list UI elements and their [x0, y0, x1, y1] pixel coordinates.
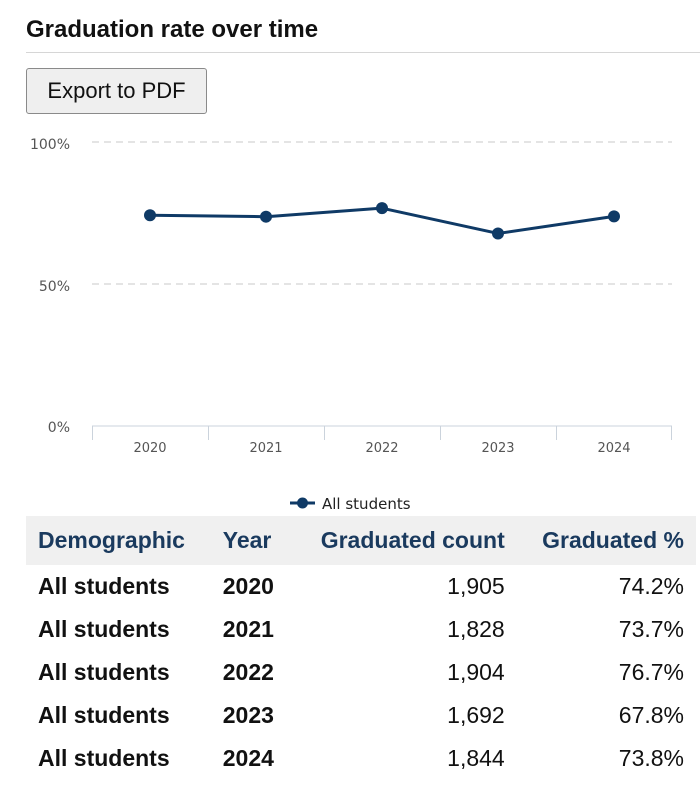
- data-point-marker[interactable]: [608, 210, 620, 223]
- cell-year: 2022: [222, 659, 274, 685]
- line-chart: 100% 50% 0% 2020 2021 2022 2023 2024 All…: [30, 137, 672, 513]
- cell-graduated-percent: 73.8%: [618, 745, 684, 771]
- cell-demographic: All students: [38, 702, 170, 728]
- x-tick-label: 2021: [249, 441, 282, 456]
- x-axis-ticks: [92, 426, 672, 440]
- table-row: All students 2022 1,904 76.7%: [26, 651, 696, 694]
- cell-demographic: All students: [38, 573, 170, 599]
- cell-demographic: All students: [38, 616, 170, 642]
- column-header-year: Year: [222, 527, 272, 553]
- legend-label: All students: [322, 495, 411, 513]
- cell-year: 2024: [222, 745, 274, 771]
- cell-graduated-count: 1,692: [447, 702, 505, 728]
- table-row: All students 2023 1,692 67.8%: [26, 694, 696, 737]
- page-title: Graduation rate over time: [26, 16, 319, 43]
- legend[interactable]: All students: [290, 495, 411, 513]
- data-table: Demographic Year Graduated count Graduat…: [26, 516, 696, 780]
- cell-year: 2021: [222, 616, 274, 642]
- table-header-row: Demographic Year Graduated count Graduat…: [26, 516, 696, 565]
- legend-marker-icon: [297, 497, 308, 509]
- column-header-demographic: Demographic: [38, 527, 185, 553]
- cell-demographic: All students: [38, 745, 170, 771]
- table-row: All students 2024 1,844 73.8%: [26, 737, 696, 780]
- y-tick-50: 50%: [39, 279, 70, 295]
- cell-year: 2023: [222, 702, 274, 728]
- cell-graduated-percent: 74.2%: [618, 573, 684, 599]
- table-row: All students 2020 1,905 74.2%: [26, 565, 696, 608]
- cell-year: 2020: [222, 573, 274, 599]
- title-divider: [26, 52, 700, 53]
- x-tick-label: 2022: [365, 441, 398, 456]
- cell-graduated-count: 1,828: [447, 616, 505, 642]
- export-pdf-button[interactable]: Export to PDF: [26, 68, 207, 114]
- series-all-students: [144, 202, 620, 240]
- y-tick-0: 0%: [48, 420, 70, 436]
- cell-graduated-percent: 67.8%: [618, 702, 684, 728]
- table-row: All students 2021 1,828 73.7%: [26, 608, 696, 651]
- cell-graduated-count: 1,905: [447, 573, 505, 599]
- cell-graduated-count: 1,844: [447, 745, 505, 771]
- x-tick-label: 2024: [597, 441, 630, 456]
- cell-graduated-percent: 73.7%: [618, 616, 684, 642]
- cell-graduated-count: 1,904: [447, 659, 505, 685]
- x-tick-label: 2020: [133, 441, 166, 456]
- data-point-marker[interactable]: [492, 227, 504, 240]
- data-point-marker[interactable]: [376, 202, 388, 215]
- data-point-marker[interactable]: [260, 210, 272, 223]
- data-point-marker[interactable]: [144, 209, 156, 222]
- column-header-graduated-percent: Graduated %: [542, 527, 684, 553]
- y-tick-100: 100%: [30, 137, 70, 153]
- cell-graduated-percent: 76.7%: [618, 659, 684, 685]
- column-header-graduated-count: Graduated count: [320, 527, 505, 553]
- cell-demographic: All students: [38, 659, 170, 685]
- x-tick-label: 2023: [481, 441, 514, 456]
